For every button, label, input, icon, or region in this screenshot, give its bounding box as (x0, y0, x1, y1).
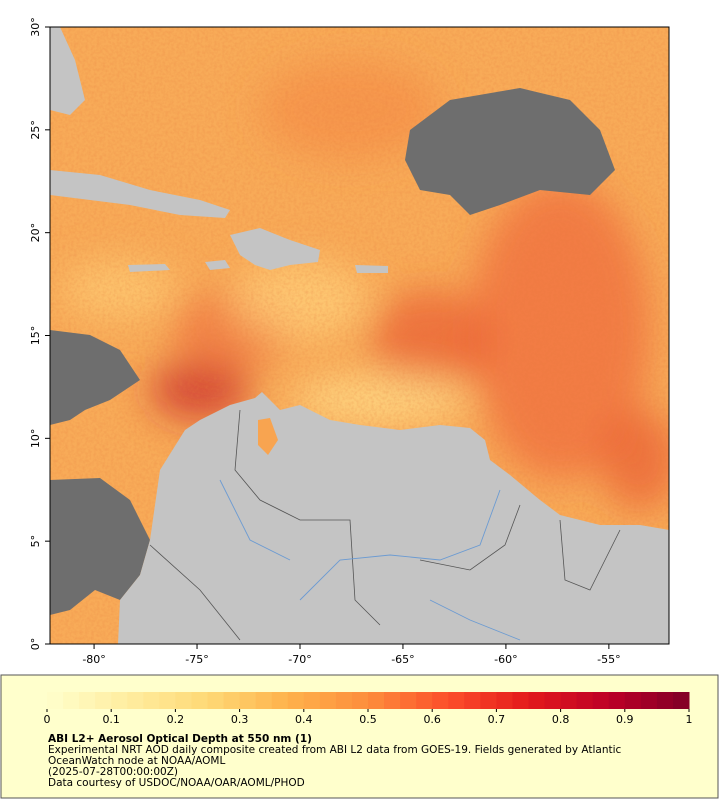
colorbar-swatch (656, 692, 674, 709)
colorbar-tick-label: 0.3 (231, 713, 249, 726)
map-image (50, 27, 669, 644)
colorbar-tick-label: 0.9 (616, 713, 634, 726)
colorbar-swatch (400, 692, 417, 709)
colorbar-swatch (239, 692, 257, 709)
colorbar-swatch (608, 692, 626, 709)
colorbar-swatch (480, 692, 497, 709)
colorbar-swatch (207, 692, 225, 709)
y-tick-label: 10° (29, 429, 42, 449)
caption-line: (2025-07-28T00:00:00Z) (48, 766, 178, 778)
colorbar-swatch (672, 692, 690, 709)
x-tick-label: -75° (185, 653, 208, 666)
y-tick-label: 30° (29, 17, 42, 37)
colorbar-swatch (368, 692, 385, 709)
colorbar-swatch (303, 692, 321, 709)
colorbar-swatch (528, 692, 546, 709)
colorbar-swatch (624, 692, 642, 709)
colorbar-tick-label: 0.6 (423, 713, 441, 726)
colorbar-swatch (111, 692, 128, 709)
y-tick-label: 25° (29, 120, 42, 140)
caption-line: OceanWatch node at NOAA/AOML (48, 755, 225, 767)
y-tick-label: 0° (29, 638, 42, 651)
x-tick-label: -55° (597, 653, 620, 666)
colorbar-swatch (335, 692, 353, 709)
colorbar-tick-label: 0 (44, 713, 51, 726)
colorbar-swatch (319, 692, 337, 709)
x-tick-label: -80° (82, 653, 105, 666)
colorbar-swatch (271, 692, 289, 709)
caption-title: ABI L2+ Aerosol Optical Depth at 550 nm … (48, 733, 312, 745)
x-tick-label: -70° (288, 653, 311, 666)
colorbar-swatch (223, 692, 241, 709)
colorbar-swatch (464, 692, 481, 709)
colorbar-swatch (95, 692, 112, 709)
colorbar-swatch (191, 692, 208, 709)
x-tick-label: -65° (391, 653, 414, 666)
colorbar-tick-label: 0.5 (359, 713, 377, 726)
caption-line: Experimental NRT AOD daily composite cre… (48, 744, 622, 756)
y-tick-label: 20° (29, 223, 42, 243)
colorbar-swatch (544, 692, 562, 709)
colorbar-swatch (576, 692, 594, 709)
colorbar-tick-label: 1 (686, 713, 693, 726)
colorbar-tick-label: 0.4 (295, 713, 313, 726)
colorbar-tick-label: 0.7 (488, 713, 506, 726)
colorbar-swatch (416, 692, 433, 709)
colorbar-swatch (127, 692, 144, 709)
colorbar-tick-label: 0.2 (167, 713, 185, 726)
colorbar-swatch (560, 692, 578, 709)
colorbar-swatch (351, 692, 369, 709)
x-tick-label: -60° (494, 653, 517, 666)
colorbar-swatch (143, 692, 160, 709)
colorbar-swatch (287, 692, 305, 709)
colorbar-swatch (384, 692, 401, 709)
colorbar-tick-label: 0.8 (552, 713, 570, 726)
colorbar-swatch (79, 692, 96, 709)
colorbar-swatch (448, 692, 465, 709)
colorbar-swatch (47, 692, 64, 709)
colorbar-swatch (63, 692, 80, 709)
colorbar-tick-label: 0.1 (102, 713, 120, 726)
colorbar-swatch (159, 692, 176, 709)
colorbar-swatch (640, 692, 658, 709)
colorbar-swatch (496, 692, 513, 709)
colorbar-swatch (175, 692, 192, 709)
colorbar-swatch (512, 692, 529, 709)
colorbar-swatch (592, 692, 610, 709)
y-tick-label: 5° (29, 535, 42, 548)
caption-line: Data courtesy of USDOC/NOAA/OAR/AOML/PHO… (48, 777, 305, 789)
colorbar-swatch (255, 692, 273, 709)
colorbar-swatch (432, 692, 449, 709)
y-tick-label: 15° (29, 326, 42, 346)
